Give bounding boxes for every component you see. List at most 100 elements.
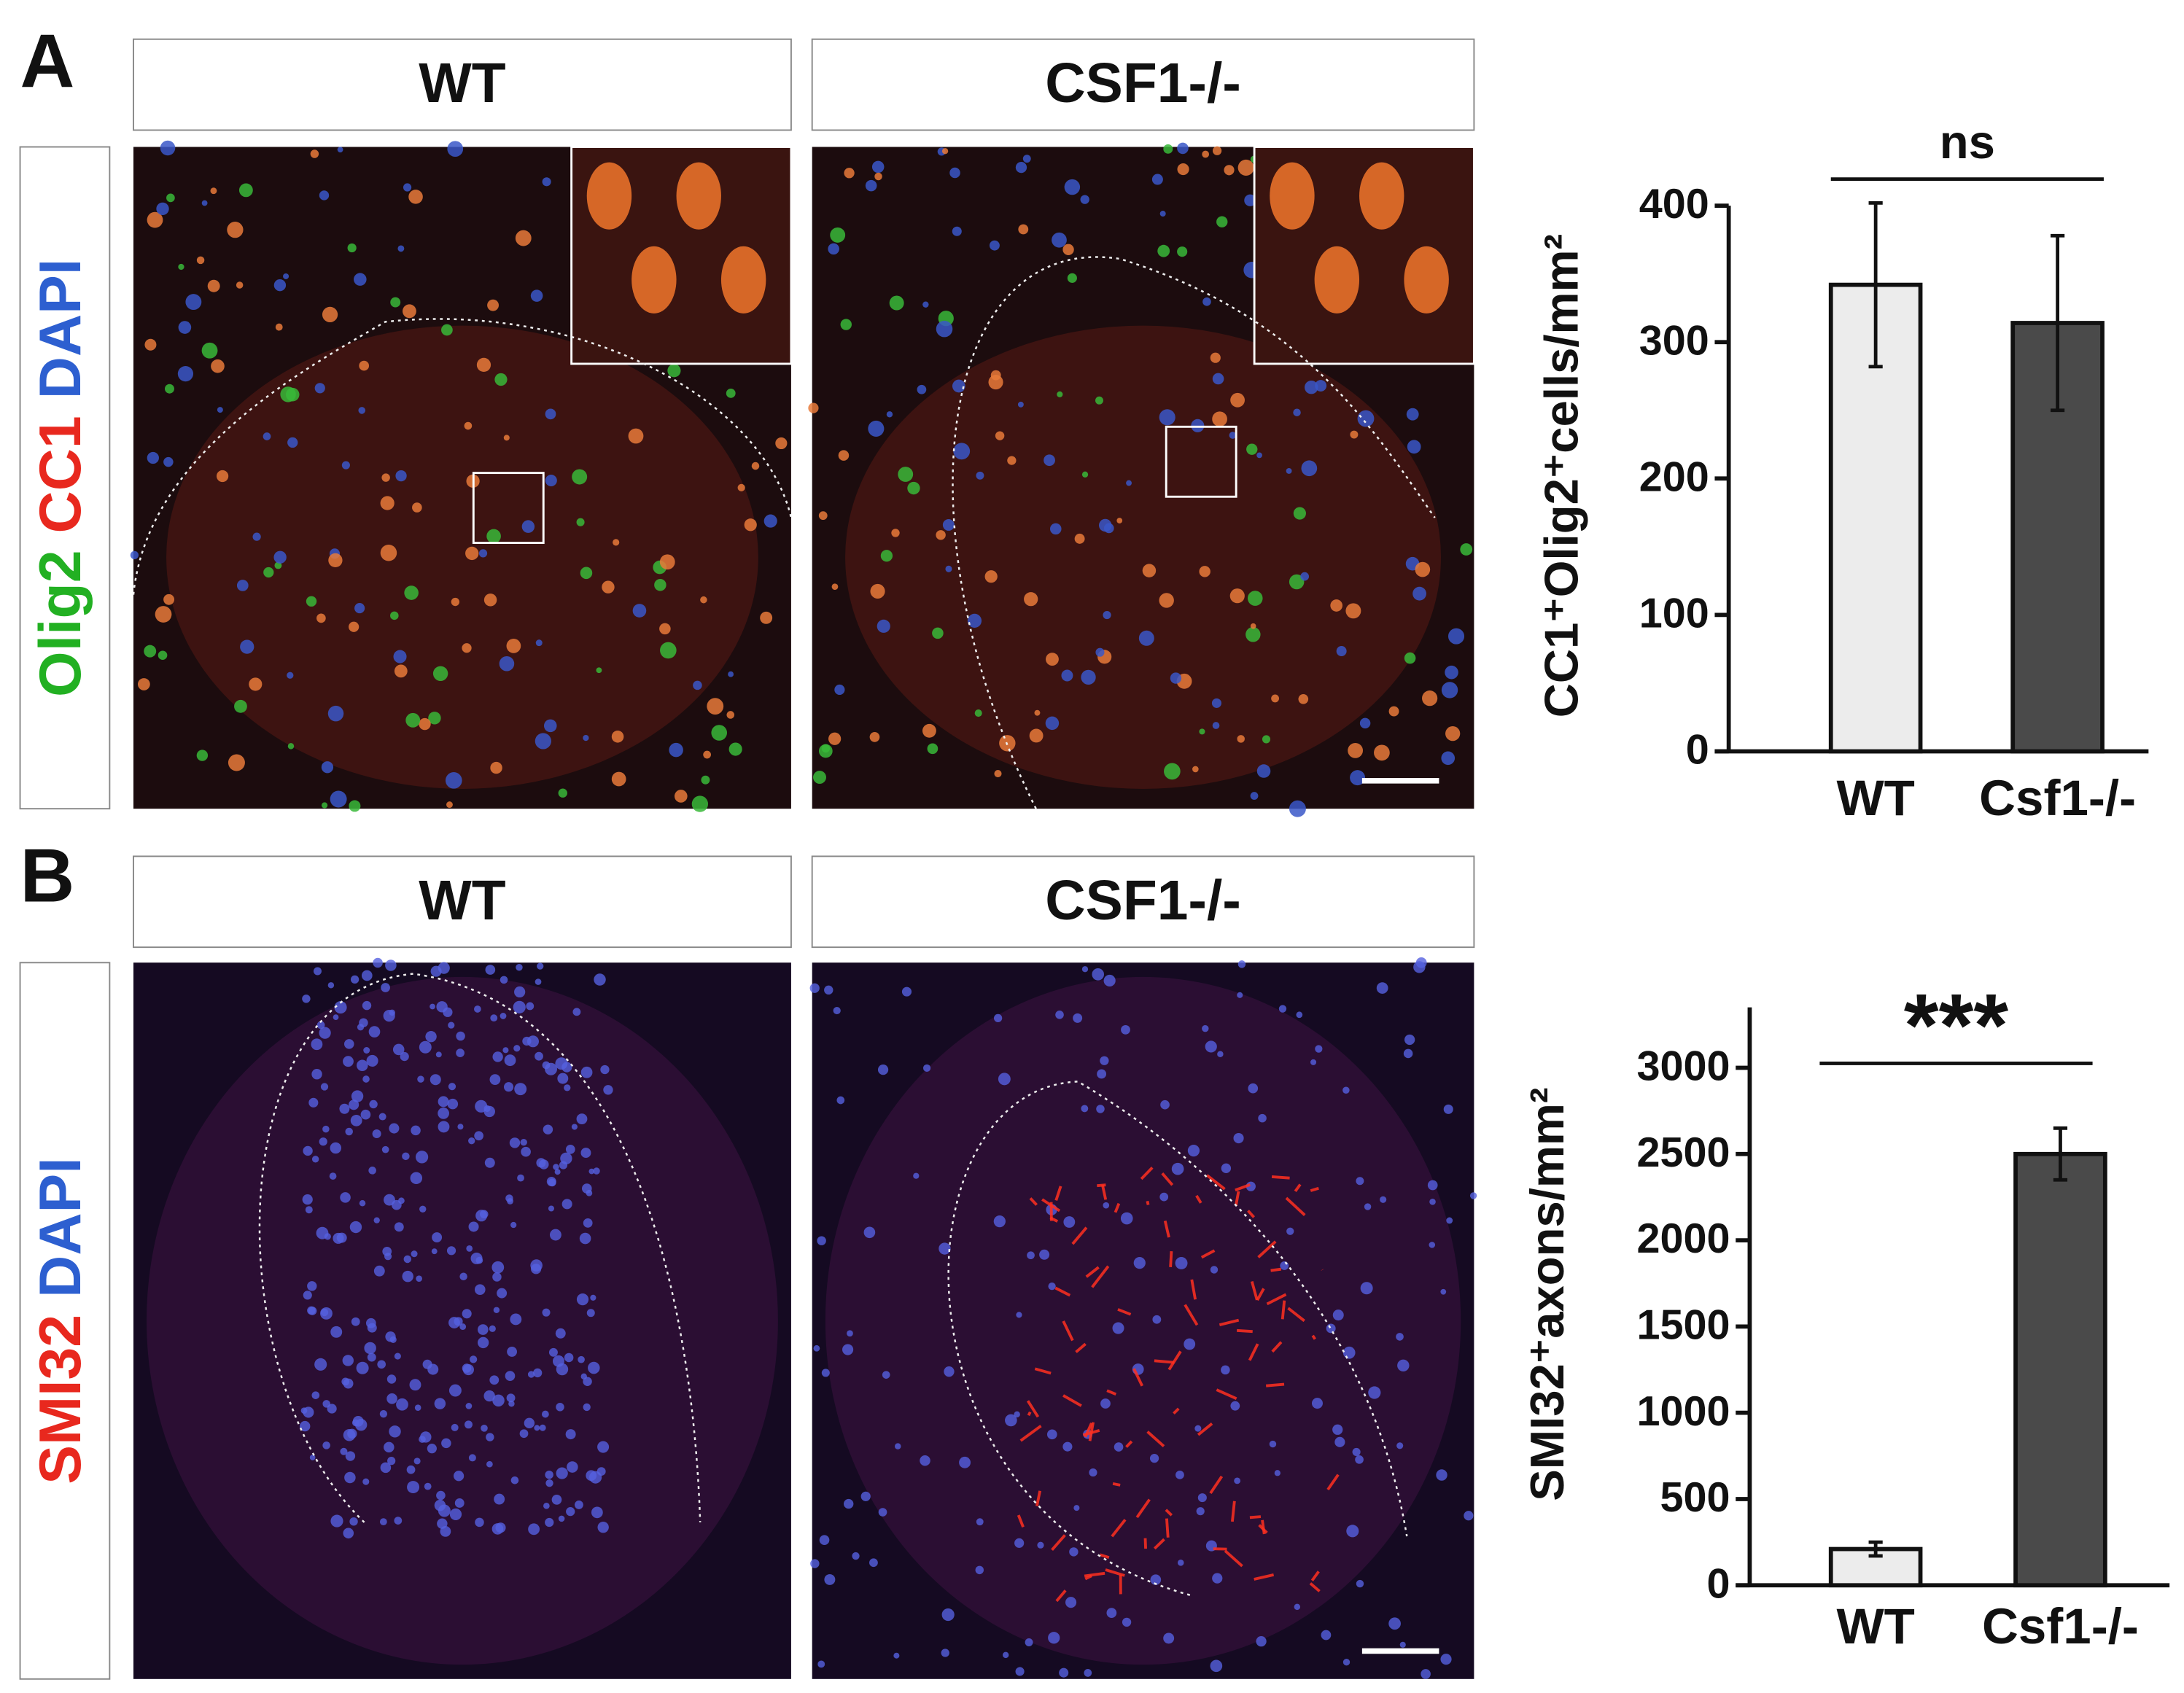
nucleus [409,1379,421,1391]
axon [1184,1304,1199,1326]
cell [1177,142,1189,155]
nucleus [369,1100,378,1109]
nucleus [527,1371,535,1378]
nucleus [311,1069,322,1080]
cell [412,502,422,513]
nucleus [543,1503,550,1509]
axon [1165,1509,1173,1517]
significance-label: *** [1904,976,2009,1076]
cell [659,623,671,635]
cell [1412,586,1426,601]
cell [1103,523,1114,534]
nucleus [359,1018,368,1027]
nucleus [1397,1359,1410,1371]
nucleus [436,1490,446,1501]
axon [1219,1318,1240,1327]
nucleus [1073,1013,1083,1023]
nucleus [1217,1051,1224,1057]
nucleus [565,1144,575,1154]
nucleus [517,1174,524,1182]
cell [674,790,688,803]
nucleus [860,1491,871,1501]
nucleus [1399,1641,1406,1648]
nucleus [368,1167,376,1175]
axon [1062,1394,1082,1407]
cell [227,222,244,238]
axon [1035,1490,1042,1507]
nucleus [361,970,373,981]
cell [280,386,296,402]
nucleus [486,1460,493,1468]
nucleus [462,1363,472,1373]
cell [1061,669,1073,682]
nucleus [475,1517,484,1527]
x-tick-label: WT [1836,1597,1914,1654]
nucleus [484,1157,495,1168]
stain-label-box [19,962,111,1680]
nucleus [1237,992,1243,998]
cell [932,627,944,639]
cell [478,549,488,558]
axon [1256,1288,1265,1301]
cell [234,699,247,713]
inset-cell [676,162,721,230]
nucleus [420,1431,432,1443]
cell [216,470,229,483]
axon [1197,1422,1213,1436]
nucleus [505,1371,516,1381]
nucleus [546,1177,556,1186]
cell [632,604,647,618]
nucleus [1159,1192,1169,1202]
nucleus [462,1309,472,1319]
nucleus [588,1361,600,1374]
cell [1250,623,1256,629]
cell [1177,246,1188,257]
nucleus [1360,1282,1373,1295]
cell [1422,690,1438,707]
axon [1140,1167,1154,1180]
nucleus [522,1036,532,1046]
nucleus [343,1428,356,1441]
cell [813,771,826,785]
cell [667,364,681,378]
nucleus [893,1652,900,1659]
nucleus [1002,1651,1009,1659]
axon [1117,1308,1132,1316]
nucleus [549,1229,561,1241]
nucleus [438,1121,450,1133]
nucleus [551,1495,562,1505]
cell [1081,471,1089,478]
cell [403,304,416,319]
nucleus [817,1236,826,1245]
nucleus [497,1288,508,1299]
cell [1256,452,1262,459]
cell [405,712,421,728]
cell [995,431,1005,440]
y-tick-label: 1500 [1637,1301,1730,1348]
cell [390,611,399,620]
nucleus [400,1051,409,1062]
y-tick-label: 400 [1639,181,1709,227]
nucleus [1016,1312,1022,1318]
nucleus [505,1194,513,1202]
nucleus [508,1400,515,1407]
inset-cell [1270,162,1315,230]
nucleus [510,1221,517,1229]
nucleus [438,1504,451,1517]
nucleus [394,1222,404,1232]
cell [891,529,900,537]
axon [1326,1474,1340,1491]
nucleus [489,1074,501,1086]
nucleus [939,1242,951,1255]
nucleus [475,1210,488,1222]
nucleus [432,1232,443,1243]
axon [1265,1382,1285,1388]
cell [1237,159,1254,176]
cell [1015,161,1027,174]
cell [217,407,223,413]
nucleus [583,1218,593,1228]
nucleus [492,1051,503,1062]
tissue-glow [166,325,758,789]
cell [201,342,218,359]
nucleus [559,1161,568,1169]
